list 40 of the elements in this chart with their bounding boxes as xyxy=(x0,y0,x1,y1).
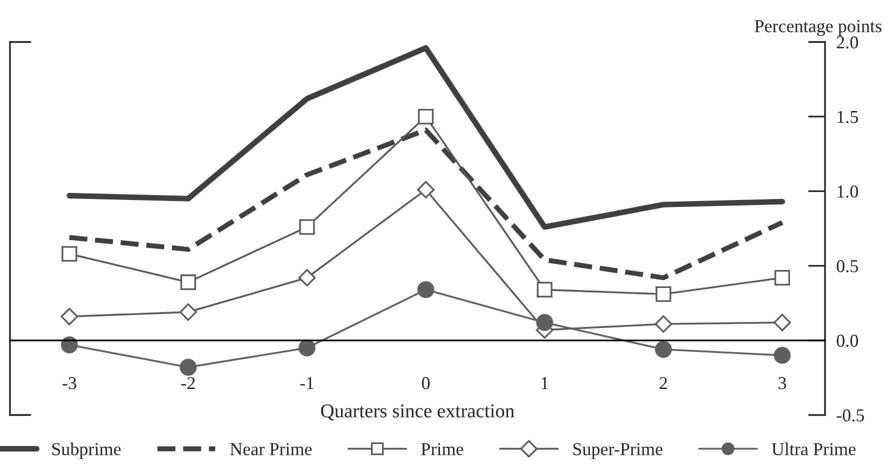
point xyxy=(536,282,552,298)
legend-label: Near Prime xyxy=(230,443,312,456)
point xyxy=(60,336,78,354)
x-tick-label: 0 xyxy=(422,377,430,390)
x-tick-label: 2 xyxy=(660,377,667,390)
point xyxy=(418,108,434,124)
x-tick-label: 3 xyxy=(778,377,786,390)
y-tick-label: -0.5 xyxy=(836,409,864,422)
legend-label: Ultra Prime xyxy=(772,442,856,456)
point xyxy=(180,274,196,290)
point xyxy=(298,269,316,286)
x-tick-label: 1 xyxy=(542,377,548,390)
point xyxy=(180,303,197,321)
x-tick-label: -1 xyxy=(300,377,314,390)
x-tick-label: -3 xyxy=(62,377,76,390)
point xyxy=(774,346,791,364)
legend-label: Super-Prime xyxy=(573,443,662,459)
point xyxy=(60,308,78,326)
point xyxy=(656,286,672,302)
point xyxy=(417,281,434,298)
point xyxy=(298,339,316,356)
point xyxy=(62,246,78,262)
point xyxy=(417,181,435,198)
point xyxy=(299,219,315,235)
point xyxy=(180,358,197,376)
x-tick-label: -2 xyxy=(181,377,195,390)
y-tick-label: 1.0 xyxy=(838,185,858,198)
y-tick-label: 2.0 xyxy=(836,36,858,49)
legend-label: Subprime xyxy=(52,442,121,459)
point xyxy=(536,314,554,331)
point xyxy=(774,314,791,332)
point xyxy=(654,340,672,358)
point xyxy=(774,270,790,286)
y-tick-label: 0.0 xyxy=(836,334,858,347)
x-axis-title: Quarters since extraction xyxy=(321,404,514,420)
legend-label: Prime xyxy=(421,443,464,456)
y-tick-label: 1.5 xyxy=(838,110,858,124)
y-axis-title: Percentage points xyxy=(754,20,882,36)
point xyxy=(654,315,672,333)
y-tick-label: 0.5 xyxy=(836,260,858,272)
